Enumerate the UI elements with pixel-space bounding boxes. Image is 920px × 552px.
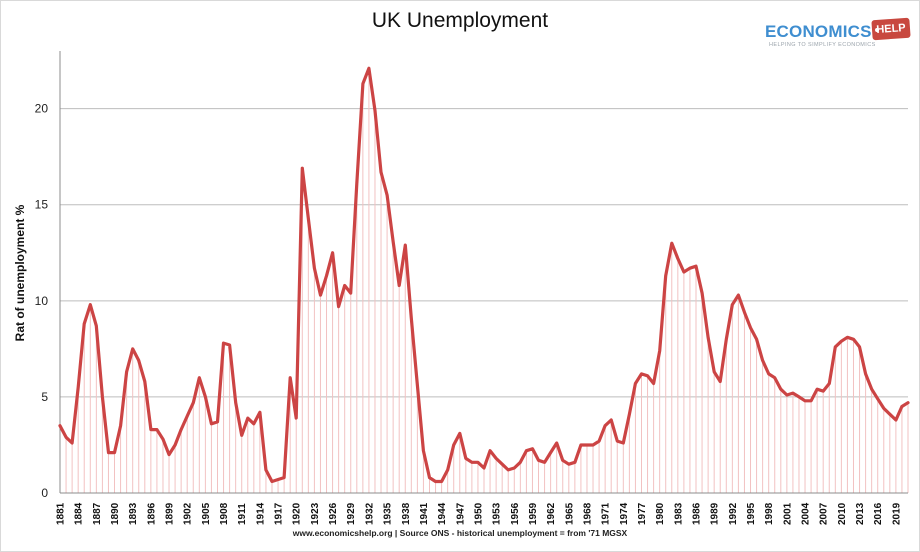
x-tick-label: 1938 bbox=[401, 502, 412, 525]
x-tick-label: 2013 bbox=[855, 502, 866, 525]
y-tick-label: 20 bbox=[35, 102, 49, 116]
x-tick-label: 1965 bbox=[564, 502, 575, 525]
x-tick-label: 1968 bbox=[582, 502, 593, 525]
y-tick-label: 15 bbox=[35, 198, 49, 212]
x-tick-label: 1980 bbox=[655, 502, 666, 525]
y-tick-label: 0 bbox=[41, 486, 48, 500]
x-tick-label: 1998 bbox=[764, 502, 775, 525]
x-tick-label: 1989 bbox=[710, 502, 721, 525]
y-tick-labels: 0 5 10 15 20 bbox=[35, 102, 49, 500]
x-tick-label: 1983 bbox=[673, 502, 684, 525]
x-tick-label: 1884 bbox=[74, 502, 85, 525]
x-tick-label: 1899 bbox=[165, 502, 176, 525]
chart-title: UK Unemployment bbox=[371, 9, 549, 32]
x-tick-labels: 1881 1884 1887 1890 1893 1896 1899 1902 1905 1908… bbox=[56, 502, 903, 525]
x-tick-label: 1962 bbox=[546, 502, 557, 525]
x-tick-label: 1923 bbox=[310, 502, 321, 525]
x-tick-label: 1932 bbox=[364, 502, 375, 525]
y-tick-label: 5 bbox=[41, 390, 48, 404]
x-tick-label: 1887 bbox=[92, 502, 103, 525]
x-tick-label: 2007 bbox=[819, 502, 830, 525]
x-tick-label: 1959 bbox=[528, 502, 539, 525]
x-tick-label: 1950 bbox=[473, 502, 484, 525]
x-tick-label: 1917 bbox=[274, 502, 285, 525]
x-tick-label: 1956 bbox=[510, 502, 521, 525]
x-tick-label: 1926 bbox=[328, 502, 339, 525]
x-tick-label: 2001 bbox=[782, 502, 793, 525]
y-tick-label: 10 bbox=[35, 294, 49, 308]
x-tick-label: 1905 bbox=[201, 502, 212, 525]
x-tick-label: 1893 bbox=[128, 502, 139, 525]
unemployment-line bbox=[58, 66, 910, 484]
x-tick-label: 1953 bbox=[492, 502, 503, 525]
gridlines bbox=[60, 108, 908, 398]
x-tick-label: 1908 bbox=[219, 502, 230, 525]
x-tick-label: 1947 bbox=[455, 502, 466, 525]
x-tick-label: 1995 bbox=[746, 502, 757, 525]
x-tick-label: 1929 bbox=[346, 502, 357, 525]
drop-lines bbox=[59, 68, 909, 493]
x-tick-label: 1890 bbox=[110, 502, 121, 525]
x-tick-label: 1881 bbox=[56, 502, 67, 525]
x-tick-label: 1902 bbox=[183, 502, 194, 525]
x-tick-label: 2016 bbox=[873, 502, 884, 525]
x-tick-label: 2010 bbox=[837, 502, 848, 525]
x-tick-label: 1941 bbox=[419, 502, 430, 525]
x-tick-label: 1935 bbox=[383, 502, 394, 525]
x-tick-label: 1974 bbox=[619, 502, 630, 525]
x-tick-label: 1971 bbox=[601, 502, 612, 525]
source-note: www.economicshelp.org | Source ONS - his… bbox=[292, 528, 628, 538]
x-tick-label: 1911 bbox=[237, 503, 248, 525]
logo-subtitle: HELPING TO SIMPLIFY ECONOMICS bbox=[769, 42, 876, 48]
x-tick-label: 1986 bbox=[692, 502, 703, 525]
x-tick-label: 1992 bbox=[728, 502, 739, 525]
economics-help-logo[interactable]: ECONOMICS HELP HELPING TO SIMPLIFY ECONO… bbox=[765, 17, 911, 52]
logo-word: ECONOMICS bbox=[765, 22, 872, 41]
x-tick-label: 1977 bbox=[637, 502, 648, 525]
x-tick-label: 1944 bbox=[437, 502, 448, 525]
x-tick-label: 2019 bbox=[891, 502, 902, 525]
x-tick-label: 1896 bbox=[146, 502, 157, 525]
x-tick-label: 1914 bbox=[255, 502, 266, 525]
x-tick-label: 2004 bbox=[801, 502, 812, 525]
x-tick-label: 1920 bbox=[292, 502, 303, 525]
